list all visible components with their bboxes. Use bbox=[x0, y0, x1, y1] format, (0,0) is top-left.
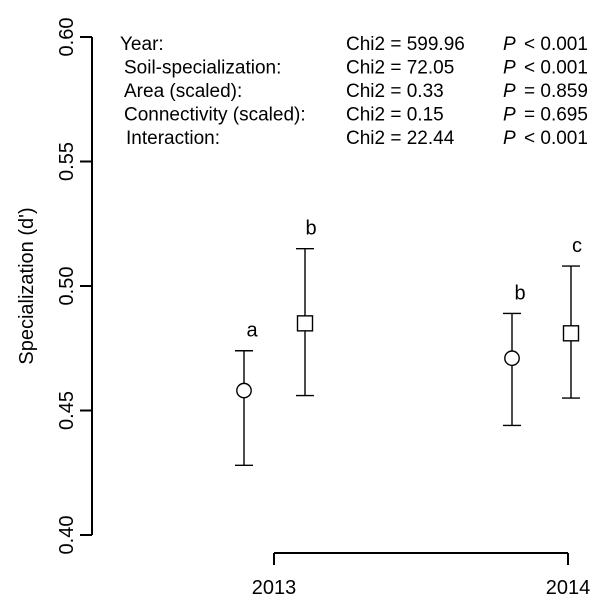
stats-row: Connectivity (scaled): Chi2 = 0.15 P = 0.69… bbox=[124, 105, 588, 126]
stats-term: Soil-specialization: bbox=[124, 58, 281, 79]
y-axis: 0.40 0.45 0.50 0.55 0.60 Specialization (d') bbox=[16, 18, 93, 555]
stats-term: Year: bbox=[120, 34, 164, 55]
stats-p-value: < 0.001 bbox=[524, 128, 588, 149]
data-points: a b b c bbox=[235, 218, 582, 466]
significance-letter: b bbox=[514, 282, 525, 304]
circle-marker bbox=[504, 350, 520, 367]
data-point-2013-circle: a bbox=[235, 320, 258, 466]
square-marker bbox=[296, 315, 314, 332]
stats-chi2: Chi2 = 0.15 bbox=[346, 105, 444, 126]
circle-marker bbox=[236, 382, 252, 399]
stats-p-label: P bbox=[503, 105, 516, 126]
stats-p-value: = 0.859 bbox=[524, 81, 588, 102]
stats-term: Connectivity (scaled): bbox=[124, 105, 306, 126]
data-point-2013-square: b bbox=[296, 218, 317, 397]
y-axis-title: Specialization (d') bbox=[16, 207, 38, 364]
significance-letter: c bbox=[572, 235, 582, 257]
x-tick-label: 2013 bbox=[252, 577, 297, 598]
stats-p-value: < 0.001 bbox=[524, 34, 588, 55]
significance-letter: a bbox=[246, 320, 258, 342]
data-point-2014-square: c bbox=[562, 235, 582, 399]
stats-chi2: Chi2 = 0.33 bbox=[346, 81, 444, 102]
x-axis: 2013 2014 bbox=[252, 552, 591, 598]
stats-p-label: P bbox=[503, 34, 516, 55]
stats-row: Area (scaled): Chi2 = 0.33 P = 0.859 bbox=[124, 81, 588, 102]
significance-letter: b bbox=[305, 218, 316, 240]
stats-chi2: Chi2 = 22.44 bbox=[346, 128, 455, 149]
y-tick-label: 0.45 bbox=[56, 391, 78, 430]
stats-term: Interaction: bbox=[126, 128, 220, 149]
stats-row: Year: Chi2 = 599.96 P < 0.001 bbox=[120, 34, 588, 55]
stats-p-label: P bbox=[503, 58, 516, 79]
stats-table: Year: Chi2 = 599.96 P < 0.001Soil-specializ… bbox=[120, 34, 588, 149]
stats-row: Soil-specialization: Chi2 = 72.05 P < 0.001 bbox=[124, 58, 588, 79]
stats-p-label: P bbox=[503, 128, 516, 149]
stats-p-value: = 0.695 bbox=[524, 105, 588, 126]
y-tick-label: 0.60 bbox=[56, 18, 78, 57]
square-marker bbox=[562, 325, 580, 342]
stats-chi2: Chi2 = 599.96 bbox=[346, 34, 465, 55]
x-tick-label: 2014 bbox=[546, 577, 591, 598]
y-tick-label: 0.55 bbox=[56, 142, 78, 181]
stats-p-label: P bbox=[503, 81, 516, 102]
stats-chi2: Chi2 = 72.05 bbox=[346, 58, 454, 79]
data-point-2014-circle: b bbox=[503, 282, 526, 427]
stats-row: Interaction: Chi2 = 22.44 P < 0.001 bbox=[126, 128, 588, 149]
stats-p-value: < 0.001 bbox=[524, 58, 588, 79]
y-tick-label: 0.50 bbox=[56, 267, 78, 306]
y-tick-label: 0.40 bbox=[56, 516, 78, 555]
stats-term: Area (scaled): bbox=[124, 81, 242, 102]
